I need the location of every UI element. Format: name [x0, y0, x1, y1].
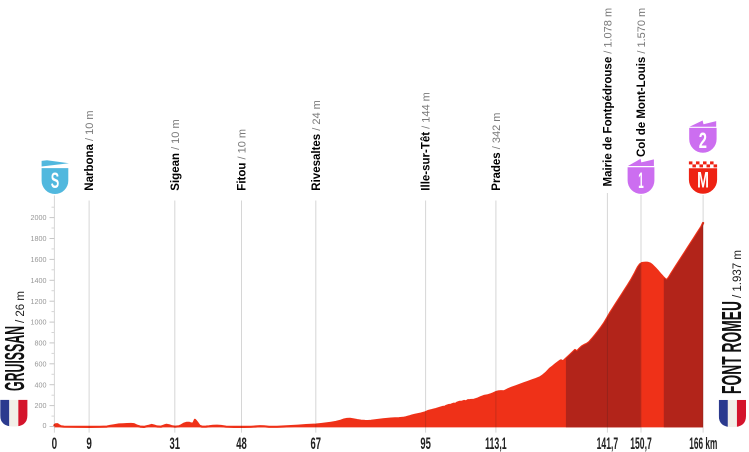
svg-text:200: 200 — [35, 401, 47, 410]
svg-text:FONT ROMEU/ 1.937 m: FONT ROMEU/ 1.937 m — [716, 250, 747, 394]
svg-text:31: 31 — [170, 435, 181, 452]
svg-text:2: 2 — [699, 128, 707, 153]
svg-text:Mairie de Fontpédrouse / 1.078: Mairie de Fontpédrouse / 1.078 m — [603, 8, 615, 187]
svg-text:9: 9 — [86, 435, 92, 452]
svg-text:600: 600 — [35, 359, 47, 368]
svg-text:400: 400 — [35, 380, 47, 389]
svg-text:Col de Mont-Louis / 1.570 m: Col de Mont-Louis / 1.570 m — [636, 8, 648, 157]
svg-text:1400: 1400 — [31, 276, 47, 285]
svg-text:48: 48 — [236, 435, 247, 452]
svg-text:Narbona / 10 m: Narbona / 10 m — [84, 110, 96, 190]
svg-text:0: 0 — [52, 435, 58, 452]
svg-text:Sigean / 10 m: Sigean / 10 m — [170, 119, 182, 190]
svg-text:150,7: 150,7 — [630, 435, 652, 452]
svg-text:1600: 1600 — [31, 255, 47, 264]
svg-text:141,7: 141,7 — [597, 435, 619, 452]
svg-text:S: S — [51, 168, 60, 193]
svg-text:0: 0 — [43, 421, 47, 430]
svg-text:95: 95 — [420, 435, 431, 452]
svg-text:1200: 1200 — [31, 297, 47, 306]
svg-text:GRUISSAN/ 26 m: GRUISSAN/ 26 m — [0, 291, 30, 391]
svg-text:M: M — [697, 167, 709, 192]
svg-text:113,1: 113,1 — [485, 435, 507, 452]
svg-text:166 km: 166 km — [689, 435, 717, 452]
svg-text:Fitou / 10 m: Fitou / 10 m — [237, 129, 249, 191]
svg-text:800: 800 — [35, 339, 47, 348]
svg-text:Rivesaltes / 24 m: Rivesaltes / 24 m — [311, 100, 323, 191]
svg-text:Ille-sur-Têt / 144 m: Ille-sur-Têt / 144 m — [421, 92, 433, 191]
svg-text:2000: 2000 — [31, 213, 47, 222]
svg-text:67: 67 — [311, 435, 322, 452]
svg-text:1800: 1800 — [31, 234, 47, 243]
svg-text:1000: 1000 — [31, 318, 47, 327]
svg-text:1: 1 — [638, 168, 644, 193]
svg-text:Prades / 342 m: Prades / 342 m — [491, 113, 503, 191]
